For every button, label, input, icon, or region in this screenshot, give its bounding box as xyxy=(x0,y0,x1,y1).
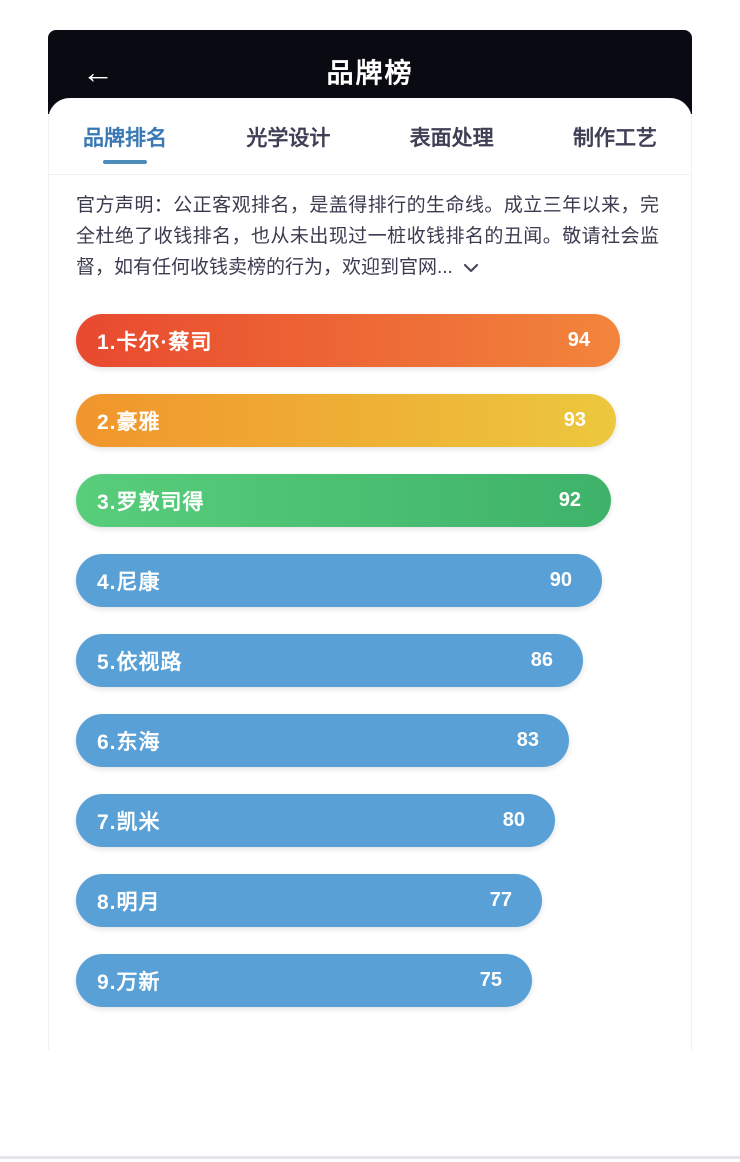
brand-label: 7.凯米 xyxy=(97,810,161,834)
rank-bar-5[interactable]: 5.依视路 86 xyxy=(76,634,583,688)
tab-2[interactable]: 光学设计 xyxy=(246,122,330,152)
brand-label: 3.罗敦司得 xyxy=(97,490,205,514)
brand-score: 93 xyxy=(563,409,586,432)
rank-bar-7[interactable]: 7.凯米 80 xyxy=(76,794,555,848)
brand-score: 94 xyxy=(567,329,590,352)
brand-label: 4.尼康 xyxy=(97,570,161,594)
app-window: ← 品牌榜 品牌排名 光学设计 表面处理 制作工艺 官方声明：公正客观排名，是盖得排行… xyxy=(48,30,692,1050)
rank-bar-1[interactable]: 1.卡尔·蔡司 94 xyxy=(76,314,620,368)
brand-card: 品牌排名 光学设计 表面处理 制作工艺 官方声明：公正客观排名，是盖得排行的生命线。成… xyxy=(48,98,692,1050)
brand-score: 92 xyxy=(558,489,581,512)
brand-label: 6.东海 xyxy=(97,730,161,754)
disclaimer-text: 官方声明：公正客观排名，是盖得排行的生命线。成立三年以来，完全杜绝了收钱排名，也… xyxy=(76,195,659,279)
brand-label: 9.万新 xyxy=(97,970,161,994)
brand-label: 1.卡尔·蔡司 xyxy=(97,330,213,354)
rank-bar-6[interactable]: 6.东海 83 xyxy=(76,714,569,768)
page-title: 品牌榜 xyxy=(326,58,414,89)
tab-label: 光学设计 xyxy=(246,127,331,150)
rank-bar-4[interactable]: 4.尼康 90 xyxy=(76,554,602,608)
tab-label: 表面处理 xyxy=(409,127,494,150)
tab-3[interactable]: 表面处理 xyxy=(410,122,494,152)
brand-label: 5.依视路 xyxy=(97,650,183,674)
tab-label: 品牌排名 xyxy=(83,127,167,150)
tab-label: 制作工艺 xyxy=(572,127,657,150)
brand-label: 8.明月 xyxy=(97,890,161,914)
rank-bar-8[interactable]: 8.明月 77 xyxy=(76,874,542,928)
bottom-edge-line xyxy=(0,1156,740,1159)
brand-score: 80 xyxy=(502,809,525,832)
brand-label: 2.豪雅 xyxy=(97,410,161,434)
brand-score: 90 xyxy=(549,569,572,592)
tabs-divider xyxy=(49,174,691,175)
back-arrow-icon[interactable]: ← xyxy=(82,54,114,90)
brand-score: 77 xyxy=(489,889,512,912)
chevron-down-icon[interactable] xyxy=(461,261,481,275)
tab-4[interactable]: 制作工艺 xyxy=(573,122,657,152)
brand-score: 75 xyxy=(479,969,502,992)
brand-score: 86 xyxy=(530,649,553,672)
rank-bar-2[interactable]: 2.豪雅 93 xyxy=(76,394,616,448)
tab-1[interactable]: 品牌排名 xyxy=(83,122,167,164)
tab-bar: 品牌排名 光学设计 表面处理 制作工艺 xyxy=(83,98,657,164)
rank-bar-3[interactable]: 3.罗敦司得 92 xyxy=(76,474,611,528)
official-disclaimer: 官方声明：公正客观排名，是盖得排行的生命线。成立三年以来，完全杜绝了收钱排名，也… xyxy=(76,190,659,283)
active-tab-underline xyxy=(103,160,147,164)
ranking-list: 1.卡尔·蔡司 94 2.豪雅 93 3.罗敦司得 92 4.尼康 90 5.依视路 86 6.东海… xyxy=(76,314,691,1008)
rank-bar-9[interactable]: 9.万新 75 xyxy=(76,954,532,1008)
brand-score: 83 xyxy=(516,729,539,752)
